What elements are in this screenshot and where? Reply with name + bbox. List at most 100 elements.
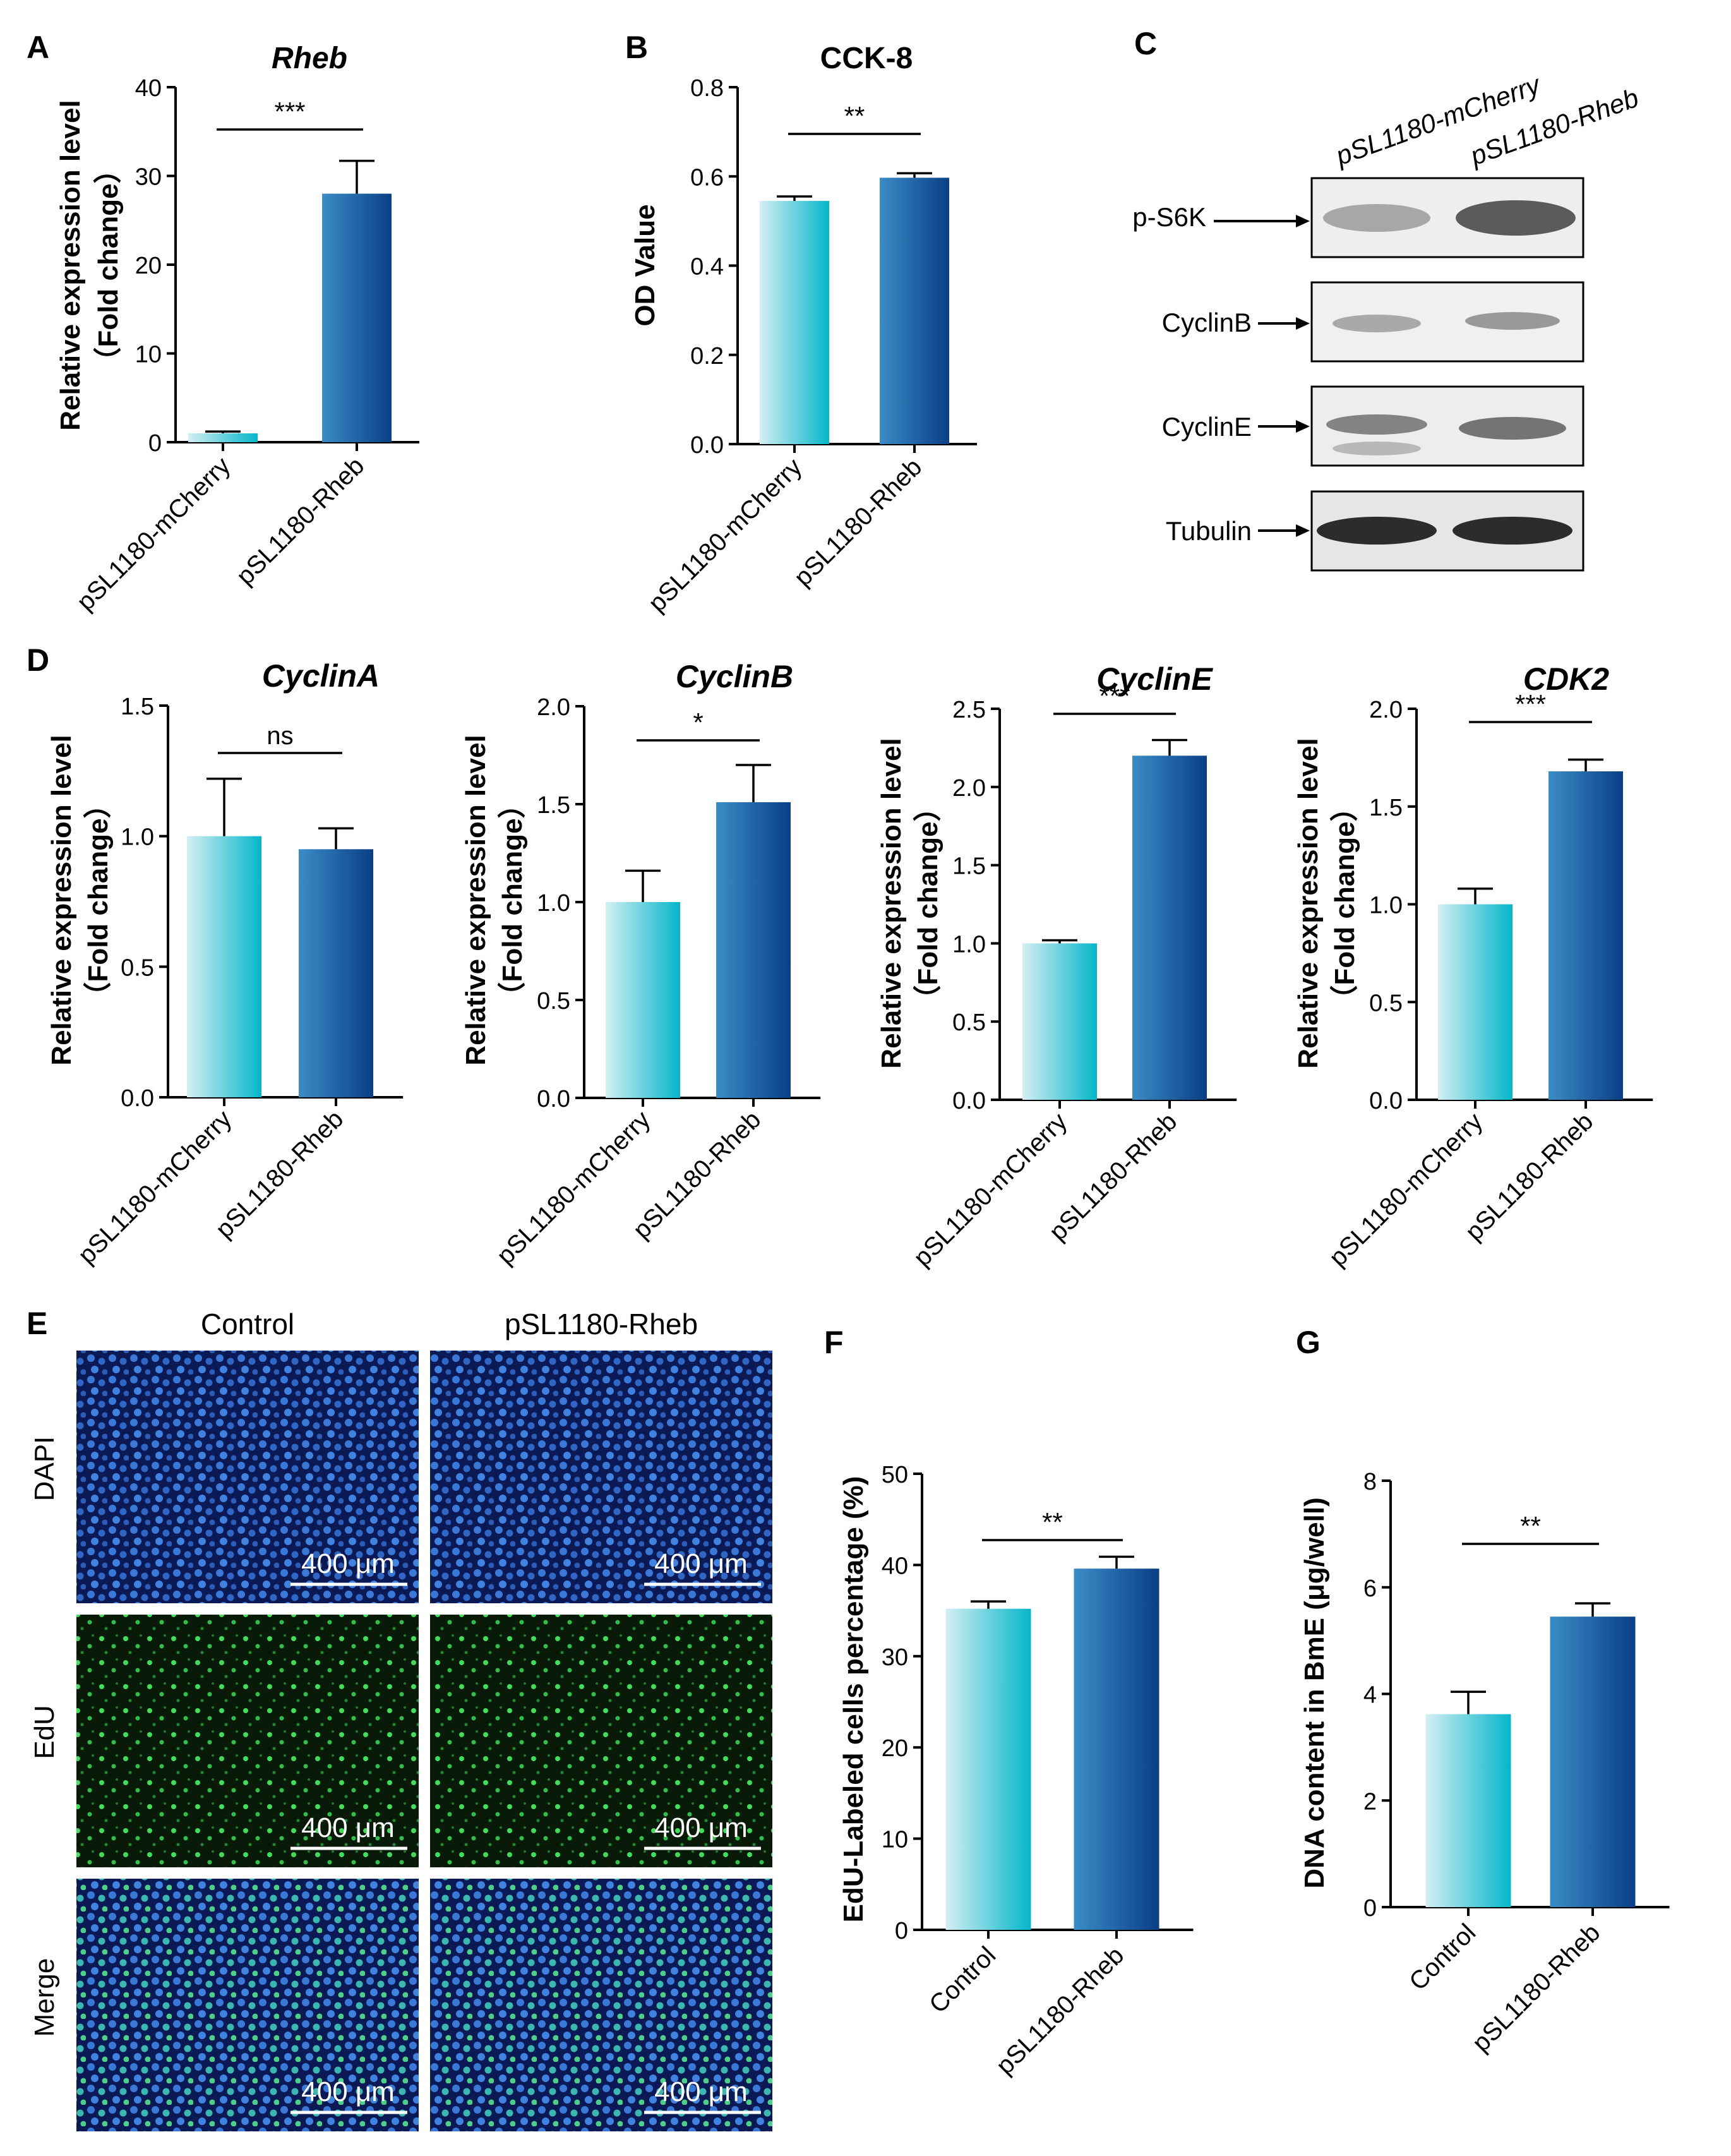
y-tick-label: 0.0 [537, 1086, 570, 1112]
y-tick-label: 40 [135, 75, 162, 102]
panel-letter-c: C [1134, 26, 1157, 61]
scale-bar-label: 400 μm [654, 1548, 748, 1579]
y-tick-label: 10 [882, 1827, 908, 1853]
y-tick-label: 0 [1363, 1895, 1377, 1922]
chart-title: CyclinE [1096, 661, 1213, 697]
scale-bar-label: 400 μm [301, 1548, 395, 1579]
y-axis-label-unit: （Fold change） [497, 790, 528, 1009]
panel-letter-d: D [27, 642, 49, 678]
y-tick-label: 4 [1363, 1682, 1377, 1709]
chart-cck8: CCK-8 OD Value 0.0 0.2 0.4 0.6 0.8 pSL1180-mChe… [630, 42, 977, 617]
bar [606, 902, 680, 1098]
significance-label: ** [1520, 1511, 1541, 1541]
y-tick-label: 0.5 [121, 955, 154, 981]
chart-title: CyclinB [676, 659, 793, 694]
blot-row-label: CyclinB [1162, 308, 1252, 337]
blot-band [1459, 417, 1566, 440]
significance-label: *** [1515, 689, 1546, 719]
y-tick-label: 0 [895, 1918, 908, 1944]
chart-cyclina: CyclinA Relative expression level （Fold ch… [46, 658, 404, 1269]
column-heading-rheb: pSL1180-Rheb [505, 1308, 698, 1340]
y-tick-label: 0.0 [1369, 1088, 1403, 1114]
bar [1438, 904, 1512, 1100]
scale-bar-label: 400 μm [654, 1812, 748, 1843]
bar [299, 849, 373, 1097]
row-label-dapi: DAPI [29, 1436, 60, 1502]
column-heading-control: Control [201, 1308, 294, 1340]
panel-letter-a: A [27, 30, 49, 65]
y-tick-label: 1.0 [121, 824, 154, 851]
x-tick-label: pSL1180-mCherry [908, 1107, 1072, 1272]
blot-row-label: CyclinE [1162, 412, 1252, 442]
row-label-edu: EdU [29, 1705, 60, 1759]
scale-bar-label: 400 μm [301, 2076, 395, 2107]
bar [945, 1608, 1031, 1930]
panel-letter-b: B [625, 30, 648, 65]
y-tick-label: 1.5 [952, 853, 986, 880]
x-tick-label: pSL1180-mCherry [643, 453, 807, 617]
x-tick-label: pSL1180-Rheb [991, 1941, 1129, 2080]
y-tick-label: 1.5 [1369, 795, 1403, 821]
chart-cycline: CyclinE Relative expression level （Fold ch… [876, 661, 1237, 1272]
significance-label: ** [1042, 1507, 1063, 1537]
chart-title: CyclinA [262, 658, 380, 694]
panel-letter-f: F [824, 1325, 844, 1360]
bar [1425, 1714, 1511, 1907]
bar [1022, 943, 1097, 1100]
y-tick-label: 2.0 [1369, 697, 1403, 723]
y-tick-label: 20 [882, 1735, 908, 1762]
y-tick-label: 8 [1363, 1469, 1377, 1495]
blot-band [1465, 312, 1560, 330]
chart-cdk2: CDK2 Relative expression level （Fold chang… [1293, 661, 1653, 1272]
significance-label: ** [844, 101, 865, 131]
blot-band [1326, 414, 1427, 435]
y-tick-label: 2.0 [952, 775, 986, 802]
blot-band [1333, 442, 1421, 455]
y-tick-label: 30 [135, 164, 162, 191]
image-dapi-control [76, 1351, 419, 1603]
bar [1550, 1617, 1636, 1907]
x-tick-label: pSL1180-Rheb [1467, 1918, 1605, 2057]
image-merge-control [76, 1879, 419, 2131]
row-label-merge: Merge [29, 1958, 60, 2037]
significance-label: *** [1099, 681, 1130, 711]
y-tick-label: 1.5 [121, 694, 154, 720]
bar [1074, 1569, 1159, 1930]
chart-cyclinb: CyclinB Relative expression level （Fold ch… [460, 659, 821, 1270]
y-axis-label: Relative expression level [46, 735, 77, 1065]
y-tick-label: 50 [882, 1462, 908, 1488]
x-tick-label: pSL1180-Rheb [231, 452, 369, 590]
y-axis-label: EdU-Labeled cells percentage (%) [838, 1476, 869, 1923]
y-axis-label-unit: （Fold change） [1329, 793, 1360, 1013]
bar [880, 178, 949, 444]
chart-title: Rheb [272, 42, 347, 75]
bar [1548, 771, 1623, 1100]
x-tick-label: pSL1180-mCherry [73, 1105, 237, 1269]
y-tick-label: 2.5 [952, 697, 986, 723]
y-tick-label: 40 [882, 1553, 908, 1579]
y-tick-label: 0 [148, 430, 162, 457]
western-blot: pSL1180-mCherry pSL1180-Rheb p-S6K Cycli… [1132, 69, 1643, 572]
bar [187, 836, 261, 1097]
y-tick-label: 2.0 [537, 694, 570, 721]
arrow-head [1296, 317, 1310, 330]
scale-bar-label: 400 μm [654, 2076, 748, 2107]
y-axis-label: DNA content in BmE (μg/well) [1299, 1497, 1330, 1888]
blot-row-label: Tubulin [1166, 516, 1252, 546]
x-tick-label: pSL1180-mCherry [71, 452, 236, 616]
image-edu-control [76, 1615, 419, 1867]
x-tick-label: pSL1180-mCherry [1324, 1107, 1488, 1272]
y-tick-label: 0.8 [690, 75, 724, 102]
chart-title: CCK-8 [820, 42, 913, 75]
image-merge-rheb [430, 1879, 772, 2131]
y-tick-label: 2 [1363, 1788, 1377, 1815]
y-axis-label: Relative expression level [460, 735, 491, 1065]
image-edu-rheb [430, 1615, 772, 1867]
y-tick-label: 30 [882, 1644, 908, 1671]
y-tick-label: 10 [135, 342, 162, 368]
panel-letter-e: E [27, 1306, 47, 1341]
y-tick-label: 0.0 [952, 1088, 986, 1114]
y-axis-label: OD Value [630, 204, 661, 326]
microscopy-grid: Control pSL1180-Rheb DAPI EdU Merge 400 … [29, 1308, 772, 2131]
